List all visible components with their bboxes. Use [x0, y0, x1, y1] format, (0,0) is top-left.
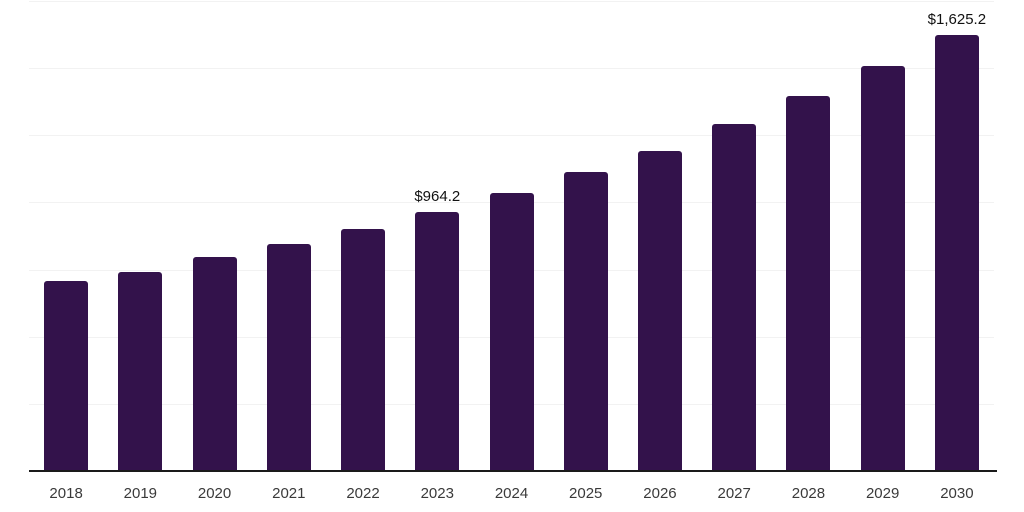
x-tick-label-2022: 2022 — [346, 485, 380, 502]
value-label-2023: $964.2 — [414, 188, 461, 206]
bar-2024 — [489, 193, 534, 471]
x-tick-label-2021: 2021 — [272, 485, 306, 502]
x-tick-label-2018: 2018 — [49, 485, 83, 502]
bar-2020 — [192, 256, 237, 471]
bar-2021 — [266, 243, 311, 471]
bar-2028 — [786, 95, 831, 471]
x-tick-label-2025: 2025 — [569, 485, 603, 502]
bar-2023 — [415, 212, 460, 471]
bar-2018 — [44, 280, 89, 471]
x-tick-label-2020: 2020 — [197, 485, 232, 502]
x-tick-label-2030: 2030 — [940, 485, 974, 502]
x-tick-label-2026: 2026 — [643, 485, 677, 502]
x-tick-label-2019: 2019 — [123, 485, 158, 502]
x-axis-line — [29, 470, 997, 472]
bar-2019 — [118, 271, 163, 471]
bar-2030 — [934, 34, 979, 471]
gridline-1500 — [29, 68, 994, 70]
x-tick-label-2027: 2027 — [717, 485, 751, 502]
x-tick-label-2029: 2029 — [865, 485, 900, 502]
bar-2027 — [712, 124, 757, 471]
x-tick-label-2028: 2028 — [791, 485, 826, 502]
gridline-1750 — [29, 1, 994, 2]
bar-2025 — [563, 172, 608, 471]
gridline-1250 — [29, 135, 994, 137]
bar-2026 — [637, 151, 682, 471]
value-label-2030: $1,625.2 — [927, 10, 987, 28]
x-tick-label-2023: 2023 — [420, 485, 454, 502]
bar-2022 — [341, 228, 386, 471]
x-tick-label-2024: 2024 — [494, 485, 529, 502]
bar-2029 — [860, 66, 905, 471]
